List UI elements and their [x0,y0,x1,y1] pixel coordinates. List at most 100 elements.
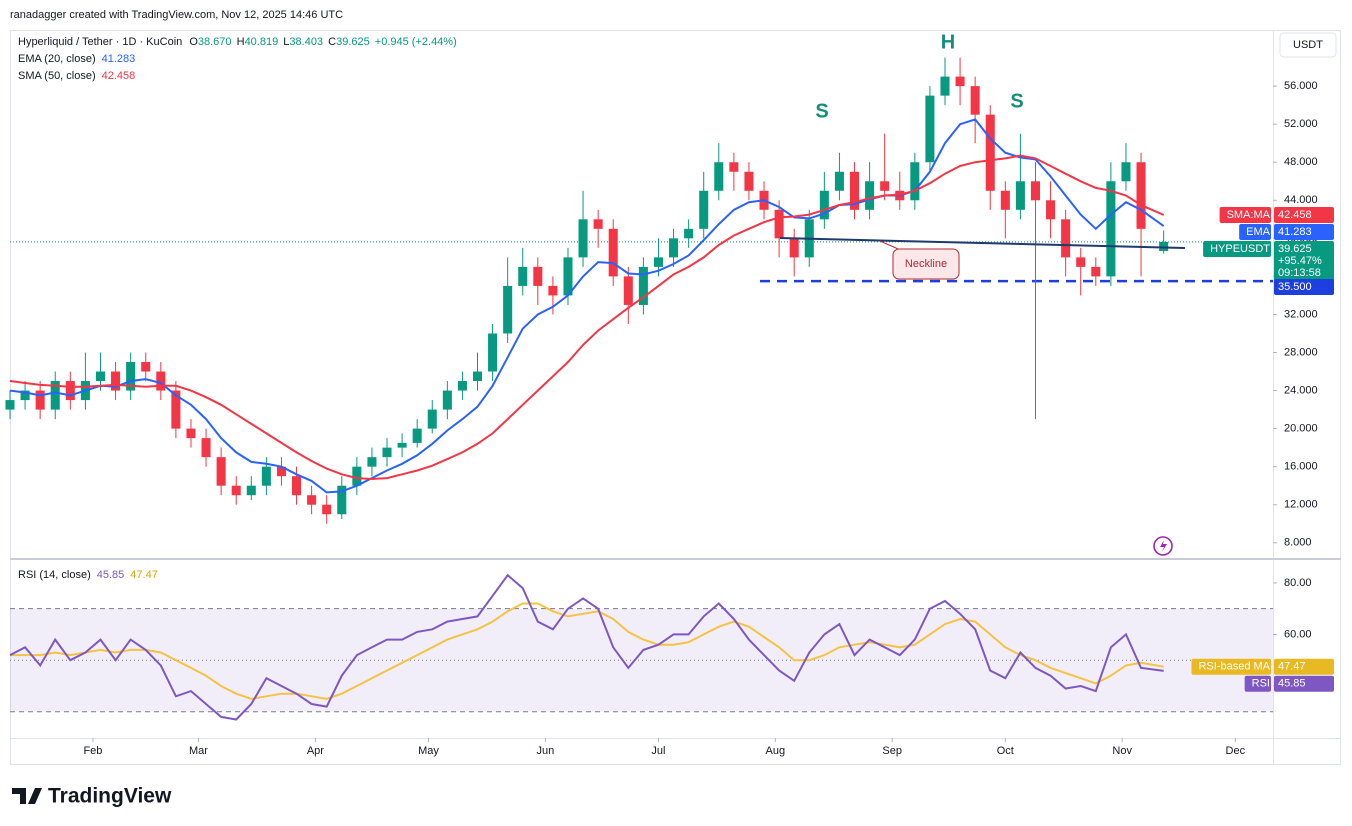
rsi-line [9,573,1164,721]
neckline-label: Neckline [905,258,947,270]
candle-body [261,466,271,486]
candle-body [276,466,286,477]
candle-body [201,438,211,458]
x-tick-label: Oct [997,745,1014,757]
candle-body [789,238,799,258]
candle-body [50,381,60,410]
candle-body [307,495,317,505]
candle-body [1121,162,1131,182]
y-tick-label: 12.000 [1284,499,1318,511]
tag-value: 47.47 [1278,661,1306,673]
candle-body [95,371,106,382]
symbol-legend: Hyperliquid / Tether · 1D · KuCoin O38.6… [18,36,457,48]
y-tick-label: 48.000 [1284,156,1318,168]
x-tick-label: Jun [536,745,554,757]
candle-body [216,457,226,486]
rsi-ma-value: 47.47 [130,569,158,581]
y-tick-label: 8.000 [1284,537,1312,549]
ohlc-key: C [328,36,336,48]
tag-label: SMA:MA [1227,209,1271,221]
ohlc-key: O [189,36,198,48]
change: +0.945 (+2.44%) [375,36,457,48]
y-tick-label: 20.000 [1284,423,1318,435]
header: ranadagger created with TradingView.com,… [10,9,343,21]
sma-value: 42.458 [102,70,136,82]
candle-body [457,381,467,391]
plot-layer: 8.000 12.000 16.000 20.000 24.000 28.000 32.00… [5,57,1334,757]
candle-body [593,219,603,229]
candle-body [578,219,588,258]
x-tick-label: Aug [766,745,786,757]
symbol-title: Hyperliquid / Tether · 1D · KuCoin [18,36,182,48]
pattern-label: S [1010,90,1023,112]
neckline-callout [892,248,960,280]
y-tick-label: 44.000 [1284,194,1318,206]
candle-body [397,442,407,448]
y-tick-label: 32.000 [1284,308,1318,320]
candle-body [970,86,980,115]
alert-icon[interactable] [1153,536,1173,556]
candle-body [186,428,196,439]
candle-body [880,181,890,191]
candle-body [442,390,452,410]
rsi-title: RSI (14, close) [18,569,91,581]
logo-mark [12,788,42,804]
sma-name: SMA (50, close) [18,70,96,82]
tag-label-box [1191,658,1271,675]
tag-box [1274,278,1334,295]
tag-label: HYPEUSDT [1210,243,1270,255]
candle-body [1000,190,1010,210]
candle-body [65,381,75,401]
candle-body [653,257,663,267]
candle-body [729,162,739,172]
candle-body [1091,266,1101,277]
currency-box[interactable] [1279,32,1337,58]
candle-body [1076,257,1086,267]
candle-body [985,114,995,191]
tag-label-box [1239,223,1271,240]
tag-box [1274,223,1334,240]
candle-body [1106,181,1116,277]
candle-body [488,333,498,372]
candle-body [382,447,392,458]
x-tick-label: Jul [651,745,665,757]
candle-body [111,371,121,391]
candle-body [141,362,151,372]
tag-box [1274,675,1334,692]
candle-body [925,95,935,163]
ema-legend: EMA (20, close) 41.283 [18,53,135,65]
x-tick-label: May [418,745,439,757]
pattern-label: S [815,100,828,122]
pattern-label: H [941,31,955,53]
candle-body [714,162,724,191]
tag-value: 45.85 [1278,678,1306,690]
rsi-value: 45.85 [97,569,125,581]
rsi-legend: RSI (14, close) 45.85 47.47 [18,569,158,581]
tag-label-box [1203,240,1271,257]
candle-body [503,285,513,334]
candle-body [955,76,965,87]
ohlc-key: L [283,36,289,48]
rsi-band [10,608,1273,712]
tag-label: RSI [1252,678,1270,690]
candle-body [1046,200,1056,220]
alert-icon-bolt [1160,540,1167,552]
x-tick-label: Apr [307,745,324,757]
candle-body [623,276,633,305]
currency[interactable]: USDT [1293,39,1323,51]
candle-body [548,285,558,296]
candle-body [246,485,256,496]
candle-body [292,476,302,496]
candle-body [322,504,332,515]
ohlc-value: 39.625 [336,36,370,48]
y-tick-label: 16.000 [1284,461,1318,473]
candle-body [940,76,950,96]
tag-value: 42.458 [1278,209,1312,221]
ohlc-value: 38.670 [198,36,232,48]
candle-body [669,238,679,258]
candle-body [819,190,829,220]
candle-body [638,266,648,305]
candle-body [231,485,241,496]
y-tick-label: 52.000 [1284,118,1318,130]
